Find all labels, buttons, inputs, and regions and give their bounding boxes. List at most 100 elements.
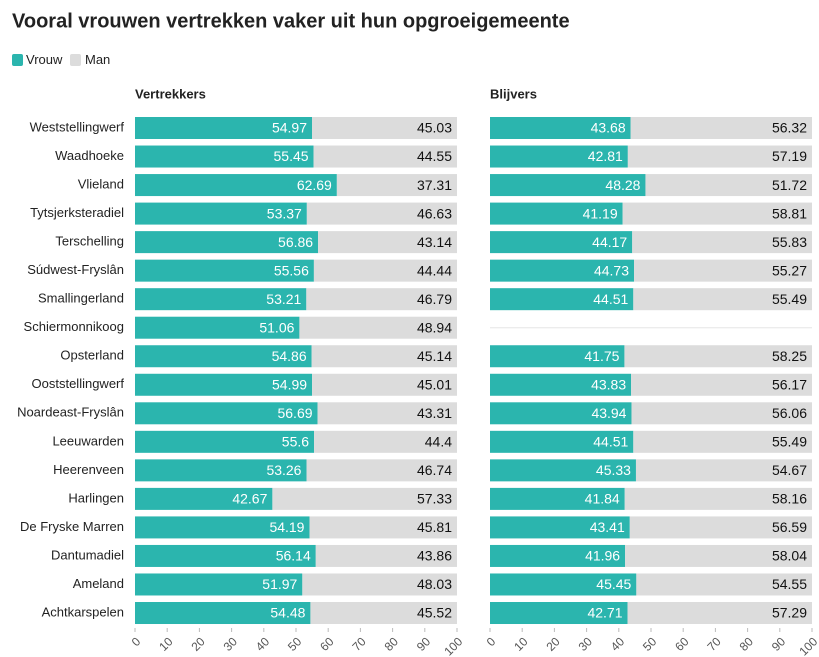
- value-label: 44.51: [593, 291, 628, 307]
- x-tick-label: 30: [221, 634, 241, 654]
- value-label: 41.96: [585, 548, 620, 564]
- bar-segment: [311, 345, 457, 368]
- bar-segment: [135, 516, 310, 539]
- value-label: 54.67: [772, 462, 807, 478]
- value-label: 45.52: [417, 605, 452, 621]
- value-label: 48.03: [417, 576, 452, 592]
- value-label: 44.73: [594, 262, 629, 278]
- category-label: Weststellingwerf: [30, 119, 125, 134]
- bar-segment: [490, 459, 636, 482]
- panel-title: Blijvers: [490, 86, 537, 101]
- x-tick-label: 50: [285, 634, 305, 654]
- bar-segment: [135, 602, 311, 625]
- value-label: 54.86: [272, 348, 307, 364]
- bar-segment: [318, 231, 457, 254]
- value-label: 45.03: [417, 120, 452, 136]
- bar-segment: [633, 430, 812, 453]
- value-label: 41.19: [583, 205, 618, 221]
- value-label: 48.94: [417, 319, 452, 335]
- x-tick-label: 80: [382, 634, 402, 654]
- bar-segment: [633, 288, 812, 311]
- value-label: 46.63: [417, 205, 452, 221]
- value-label: 58.25: [772, 348, 807, 364]
- category-label: Waadhoeke: [55, 148, 124, 163]
- bar-segment: [336, 174, 457, 197]
- value-label: 55.49: [772, 291, 807, 307]
- category-label: Dantumadiel: [51, 547, 124, 562]
- value-label: 51.06: [259, 319, 294, 335]
- value-label: 54.48: [270, 605, 305, 621]
- value-label: 56.59: [772, 519, 807, 535]
- x-tick-label: 90: [414, 634, 434, 654]
- value-label: 58.16: [772, 491, 807, 507]
- panel-title: Vertrekkers: [135, 86, 206, 101]
- category-label: Harlingen: [68, 490, 124, 505]
- value-label: 56.14: [276, 548, 311, 564]
- bar-segment: [272, 487, 457, 510]
- bar-segment: [317, 402, 457, 425]
- bar-segment: [490, 231, 633, 254]
- bar-segment: [631, 402, 812, 425]
- bar-segment: [306, 202, 457, 225]
- bar-segment: [622, 202, 812, 225]
- x-tick-label: 10: [511, 634, 531, 654]
- category-label: Noardeast-Fryslân: [17, 405, 124, 420]
- category-label: De Fryske Marren: [20, 519, 124, 534]
- value-label: 57.33: [417, 491, 452, 507]
- bar-segment: [135, 459, 307, 482]
- bar-segment: [630, 117, 812, 139]
- bar-segment: [645, 174, 812, 197]
- value-label: 44.4: [425, 434, 452, 450]
- x-tick-label: 100: [441, 634, 465, 657]
- value-label: 62.69: [297, 177, 332, 193]
- value-label: 56.32: [772, 120, 807, 136]
- bar-segment: [632, 231, 812, 254]
- bar-segment: [634, 259, 812, 282]
- bar-segment: [135, 288, 307, 311]
- value-label: 41.75: [584, 348, 619, 364]
- x-tick-label: 0: [129, 634, 144, 649]
- value-label: 53.37: [267, 205, 302, 221]
- value-label: 43.68: [591, 120, 626, 136]
- bar-segment: [299, 316, 457, 339]
- category-label: Achtkarspelen: [42, 604, 124, 619]
- x-tick-label: 40: [253, 634, 273, 654]
- value-label: 45.01: [417, 376, 452, 392]
- legend-label: Man: [85, 52, 110, 67]
- value-label: 42.67: [232, 491, 267, 507]
- value-label: 51.72: [772, 177, 807, 193]
- x-tick-label: 30: [576, 634, 596, 654]
- category-label: Terschelling: [55, 234, 124, 249]
- value-label: 54.55: [772, 576, 807, 592]
- x-tick-label: 20: [543, 634, 563, 654]
- bar-segment: [627, 145, 812, 168]
- bar-segment: [135, 573, 303, 596]
- bar-segment: [309, 516, 457, 539]
- value-label: 55.83: [772, 234, 807, 250]
- bar-segment: [312, 117, 457, 139]
- bar-segment: [314, 430, 457, 453]
- legend-swatch: [12, 54, 23, 66]
- bar-segment: [306, 288, 457, 311]
- bar-segment: [627, 602, 812, 625]
- bar-segment: [490, 402, 632, 425]
- bar-segment: [313, 145, 457, 168]
- x-tick-label: 70: [704, 634, 724, 654]
- bar-segment: [625, 544, 812, 567]
- category-label: Ameland: [73, 576, 124, 591]
- bar-segment: [490, 573, 637, 596]
- value-label: 57.29: [772, 605, 807, 621]
- legend-swatch: [70, 54, 81, 66]
- value-label: 45.45: [596, 576, 631, 592]
- bar-segment: [635, 459, 812, 482]
- bar-segment: [490, 288, 634, 311]
- x-tick-label: 60: [317, 634, 337, 654]
- value-label: 56.17: [772, 376, 807, 392]
- value-label: 56.06: [772, 405, 807, 421]
- x-tick-label: 60: [672, 634, 692, 654]
- x-tick-label: 50: [640, 634, 660, 654]
- bar-segment: [629, 516, 812, 539]
- category-label: Súdwest-Fryslân: [27, 262, 124, 277]
- bar-segment: [135, 402, 318, 425]
